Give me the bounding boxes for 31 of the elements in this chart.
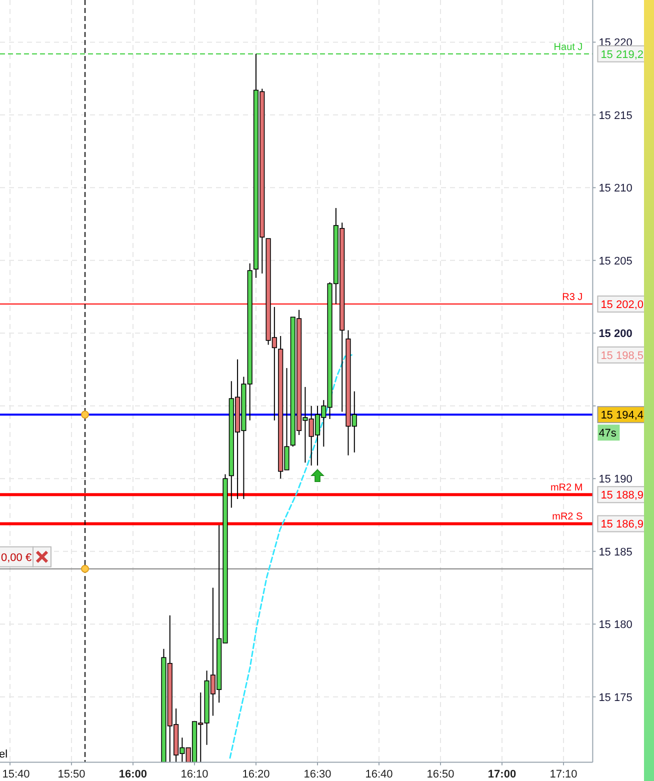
x-tick-label: 16:40 xyxy=(365,768,393,780)
ref-line-label: Haut J xyxy=(554,42,583,53)
x-tick-label: 16:30 xyxy=(304,768,332,780)
ref-line-label: mR2 M xyxy=(550,482,583,494)
x-tick-label: 15:40 xyxy=(2,768,30,780)
text: 15 219,2 xyxy=(600,48,644,61)
x-tick-label: 16:20 xyxy=(242,768,270,780)
x-tick-label: 16:50 xyxy=(426,768,454,780)
x-tick-label: 16:00 xyxy=(118,768,148,780)
y-tick-label: 15 175 xyxy=(598,692,632,704)
annotation: 0,00 € xyxy=(1,552,32,564)
y-tick-label: 15 210 xyxy=(598,182,632,195)
x-tick-label: 17:00 xyxy=(488,768,516,780)
line-series xyxy=(229,354,352,759)
x-tick-label: 16:10 xyxy=(180,768,208,780)
y-tick-label: 15 185 xyxy=(598,546,632,558)
x-tick-label: 15:50 xyxy=(58,768,86,780)
text: 15 194,4 xyxy=(600,410,644,422)
y-tick-label: 15 215 xyxy=(598,110,632,122)
text: 47s xyxy=(598,428,617,440)
y-tick-label: 15 205 xyxy=(598,255,632,268)
ref-line-label: mR2 S xyxy=(552,512,584,523)
y-tick-label: 15 190 xyxy=(598,474,632,486)
ref-line-label: R3 J xyxy=(562,292,583,304)
y-tick-label: 15 180 xyxy=(598,619,632,632)
text: 15 198,5 xyxy=(600,350,644,362)
text: 15 186,9 xyxy=(600,518,644,531)
text: 15 202,0 xyxy=(600,299,644,312)
text: 15 188,9 xyxy=(600,490,644,502)
x-tick-label: 17:10 xyxy=(550,768,578,780)
y-tick-label: 15 200 xyxy=(598,328,632,340)
